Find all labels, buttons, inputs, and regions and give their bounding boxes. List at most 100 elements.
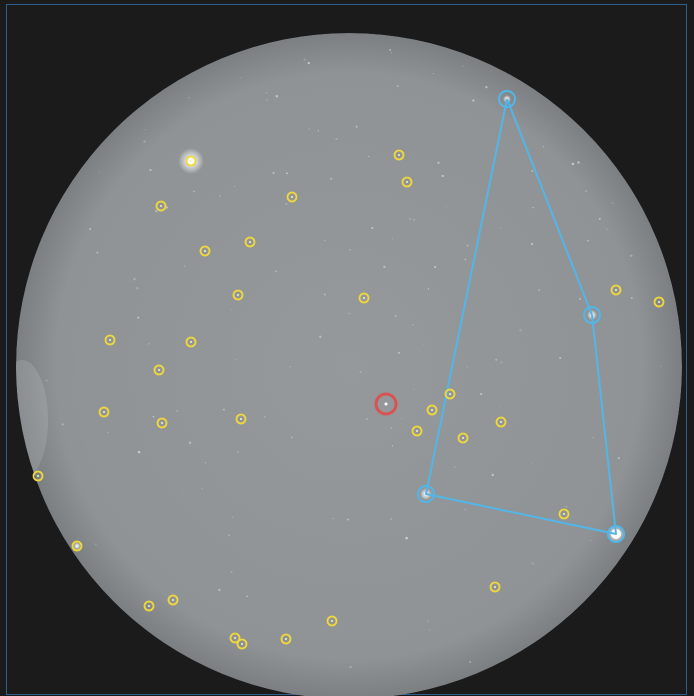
star-ring[interactable] xyxy=(558,508,570,520)
star-ring[interactable] xyxy=(489,581,501,593)
faint-star xyxy=(193,190,195,193)
star-ring[interactable] xyxy=(280,633,292,645)
star-dot xyxy=(160,205,162,207)
faint-star xyxy=(232,516,234,518)
faint-star xyxy=(585,190,587,192)
star-ring[interactable] xyxy=(153,364,165,376)
star-dot xyxy=(462,437,464,439)
star-ring[interactable] xyxy=(143,600,155,612)
faint-star xyxy=(542,146,545,148)
star-dot xyxy=(37,475,39,477)
faint-star xyxy=(392,238,394,240)
star-ring[interactable] xyxy=(457,432,469,444)
star-ring[interactable] xyxy=(167,594,179,606)
star-ring[interactable] xyxy=(32,470,44,482)
faint-star xyxy=(240,77,242,79)
star-ring[interactable] xyxy=(235,413,247,425)
star-ring[interactable] xyxy=(286,191,298,203)
faint-star xyxy=(45,379,48,382)
star-ring[interactable] xyxy=(232,289,244,301)
star-ring[interactable] xyxy=(393,149,405,161)
asterism-outline xyxy=(425,98,617,535)
faint-star xyxy=(188,441,192,444)
faint-star xyxy=(454,466,456,468)
faint-star xyxy=(201,488,203,490)
star-dot xyxy=(406,181,408,183)
edge-glow xyxy=(16,360,48,480)
star-ring[interactable] xyxy=(185,336,197,348)
faint-star xyxy=(188,96,190,99)
faint-star xyxy=(371,226,374,230)
faint-star xyxy=(230,570,233,573)
faint-star xyxy=(298,61,300,63)
star-ring[interactable] xyxy=(185,155,197,167)
faint-star xyxy=(531,562,534,565)
faint-star xyxy=(571,162,575,166)
star-dot xyxy=(161,422,163,424)
star-ring[interactable] xyxy=(104,334,116,346)
faint-star xyxy=(390,517,393,521)
faint-star xyxy=(176,410,178,412)
target-ring[interactable] xyxy=(374,392,398,416)
faint-star xyxy=(531,170,534,172)
asterism-vertex-ring[interactable] xyxy=(607,525,625,543)
asterism-vertex-ring[interactable] xyxy=(498,90,516,108)
faint-star xyxy=(317,130,319,132)
faint-star xyxy=(145,128,146,130)
faint-star xyxy=(275,95,279,98)
faint-star xyxy=(530,242,534,246)
faint-star xyxy=(592,437,594,439)
faint-star xyxy=(149,168,152,172)
faint-star xyxy=(285,172,288,175)
star-ring[interactable] xyxy=(71,540,83,552)
faint-star xyxy=(531,462,533,464)
faint-star xyxy=(235,359,237,361)
target-star xyxy=(384,402,388,406)
star-dot xyxy=(398,154,400,156)
star-ring[interactable] xyxy=(610,284,622,296)
star-ring[interactable] xyxy=(155,200,167,212)
faint-star xyxy=(441,174,444,178)
star-ring[interactable] xyxy=(358,292,370,304)
star-ring[interactable] xyxy=(236,638,248,650)
faint-star xyxy=(397,85,399,87)
faint-star xyxy=(605,277,607,279)
faint-star-field xyxy=(45,48,662,669)
faint-star xyxy=(349,249,351,251)
faint-star xyxy=(598,217,601,220)
star-ring[interactable] xyxy=(444,388,456,400)
star-ring[interactable] xyxy=(653,296,665,308)
faint-star xyxy=(446,205,448,207)
asterism-vertex-ring[interactable] xyxy=(583,306,601,324)
faint-star xyxy=(466,244,469,247)
star-ring[interactable] xyxy=(411,425,423,437)
faint-star xyxy=(491,473,494,477)
star-ring[interactable] xyxy=(229,632,241,644)
faint-star xyxy=(427,288,430,290)
faint-star xyxy=(204,461,207,464)
star-dot xyxy=(494,586,496,588)
star-ring[interactable] xyxy=(244,236,256,248)
star-ring[interactable] xyxy=(426,404,438,416)
faint-star xyxy=(469,661,472,663)
faint-star xyxy=(228,534,231,537)
faint-star xyxy=(422,343,424,345)
star-ring[interactable] xyxy=(156,417,168,429)
faint-star xyxy=(611,202,614,205)
star-ring[interactable] xyxy=(199,245,211,257)
faint-star xyxy=(391,445,394,447)
star-ring[interactable] xyxy=(401,176,413,188)
star-dot xyxy=(240,418,242,420)
star-dot xyxy=(76,545,78,547)
faint-star xyxy=(366,418,368,420)
faint-star xyxy=(485,85,488,89)
star-ring[interactable] xyxy=(326,615,338,627)
star-ring[interactable] xyxy=(98,406,110,418)
faint-star xyxy=(137,450,141,454)
faint-star xyxy=(355,125,358,128)
asterism-vertex-ring[interactable] xyxy=(417,485,435,503)
faint-star xyxy=(472,99,475,102)
faint-star xyxy=(137,316,140,319)
star-ring[interactable] xyxy=(495,416,507,428)
